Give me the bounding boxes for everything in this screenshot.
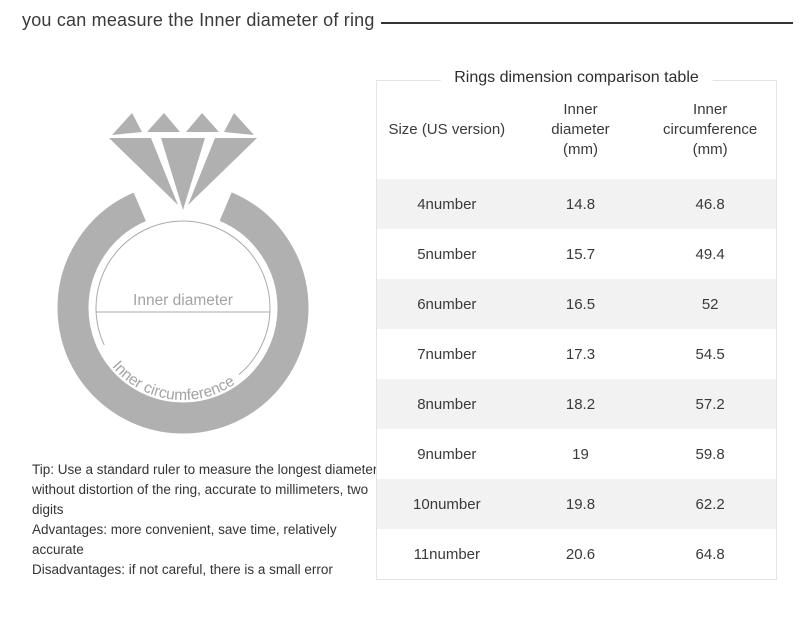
inner-circumference-cell: 54.5	[695, 345, 725, 363]
ring-diagram: Inner diameter Inner circumference	[57, 113, 309, 434]
table-row: 6number 16.5 52	[377, 279, 776, 329]
table-title: Rings dimension comparison table	[440, 69, 713, 87]
inner-circumference-cell: 49.4	[695, 245, 725, 263]
inner-circumference-cell: 62.2	[695, 495, 725, 513]
size-cell: 10number	[413, 495, 481, 513]
table-header-row: Size (US version) Inner diameter (mm) In…	[377, 81, 776, 179]
inner-circumference-cell: 64.8	[695, 545, 725, 563]
inner-diameter-cell: 20.6	[565, 545, 596, 563]
inner-diameter-cell: 16.5	[565, 295, 596, 313]
disadvantages-text: Disadvantages: if not careful, there is …	[32, 562, 333, 577]
inner-circumference-circle	[95, 220, 271, 396]
inner-circumference-cell: 52	[701, 295, 719, 313]
tip-text: Tip: Use a standard ruler to measure the…	[32, 462, 378, 517]
rings-dimension-table: Rings dimension comparison table Size (U…	[376, 69, 777, 580]
inner-diameter-label: Inner diameter	[133, 292, 233, 309]
measurement-tips: Tip: Use a standard ruler to measure the…	[32, 460, 386, 580]
table-row: 8number 18.2 57.2	[377, 379, 776, 429]
table-row: 9number 19 59.8	[377, 429, 776, 479]
inner-diameter-cell: 19	[572, 445, 589, 463]
inner-circumference-cell: 46.8	[695, 195, 725, 213]
diamond-icon	[109, 113, 257, 210]
column-header-inner-diameter: Inner diameter (mm)	[551, 101, 610, 158]
size-cell: 11number	[413, 545, 481, 563]
table-row: 5number 15.7 49.4	[377, 229, 776, 279]
size-cell: 7number	[417, 345, 477, 363]
table-row: 11number 20.6 64.8	[377, 529, 776, 579]
size-cell: 6number	[417, 295, 477, 313]
inner-diameter-cell: 18.2	[565, 395, 596, 413]
ring-band	[57, 182, 309, 434]
table-row: 4number 14.8 46.8	[377, 179, 776, 229]
size-cell: 5number	[417, 245, 477, 263]
title-rule-line	[381, 22, 793, 24]
size-cell: 8number	[417, 395, 477, 413]
table-row: 10number 19.8 62.2	[377, 479, 776, 529]
inner-diameter-cell: 17.3	[565, 345, 596, 363]
inner-diameter-cell: 15.7	[565, 245, 596, 263]
column-header-size: Size (US version)	[388, 121, 506, 138]
table-row: 7number 17.3 54.5	[377, 329, 776, 379]
advantages-text: Advantages: more convenient, save time, …	[32, 522, 337, 557]
page-title: you can measure the Inner diameter of ri…	[22, 10, 375, 30]
column-header-inner-circumference: Inner circumference (mm)	[663, 101, 758, 158]
size-cell: 4number	[417, 195, 477, 213]
inner-circumference-cell: 57.2	[695, 395, 725, 413]
size-cell: 9number	[417, 445, 477, 463]
inner-diameter-cell: 14.8	[565, 195, 596, 213]
inner-circumference-cell: 59.8	[695, 445, 725, 463]
inner-diameter-cell: 19.8	[565, 495, 596, 513]
